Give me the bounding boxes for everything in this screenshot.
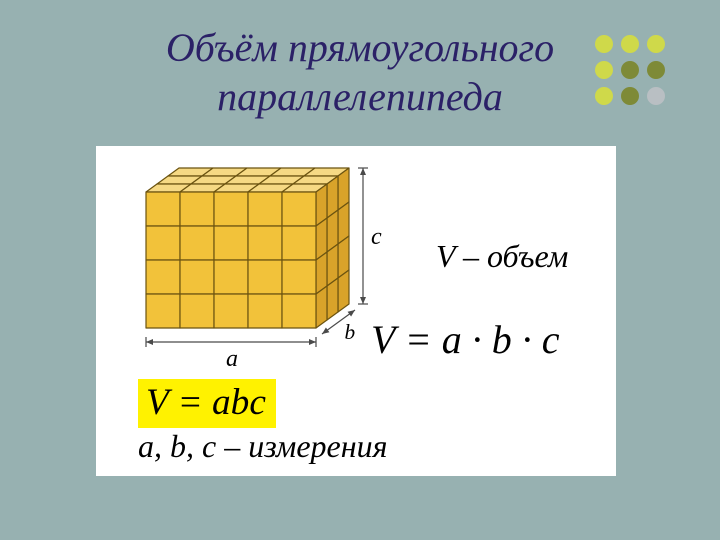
formula-main: V = a · b · c (371, 316, 559, 363)
title-line-1: Объём прямоугольного (166, 25, 554, 70)
dimension-label-c: c (371, 224, 382, 251)
formula-highlighted: V = abc (138, 379, 276, 428)
formula-dimensions-definition: a, b, c – измерения (138, 428, 387, 465)
dimension-label-b: b (345, 320, 356, 345)
corner-dots-icon (590, 30, 680, 120)
title-line-2: параллелепипеда (217, 74, 503, 119)
content-card: a b c V – объем V = a · b · c V = abc a,… (96, 146, 616, 476)
dimension-label-a: a (226, 346, 238, 373)
formula-volume-definition: V – объем (436, 238, 568, 275)
slide: Объём прямоугольного параллелепипеда a b… (0, 0, 720, 540)
